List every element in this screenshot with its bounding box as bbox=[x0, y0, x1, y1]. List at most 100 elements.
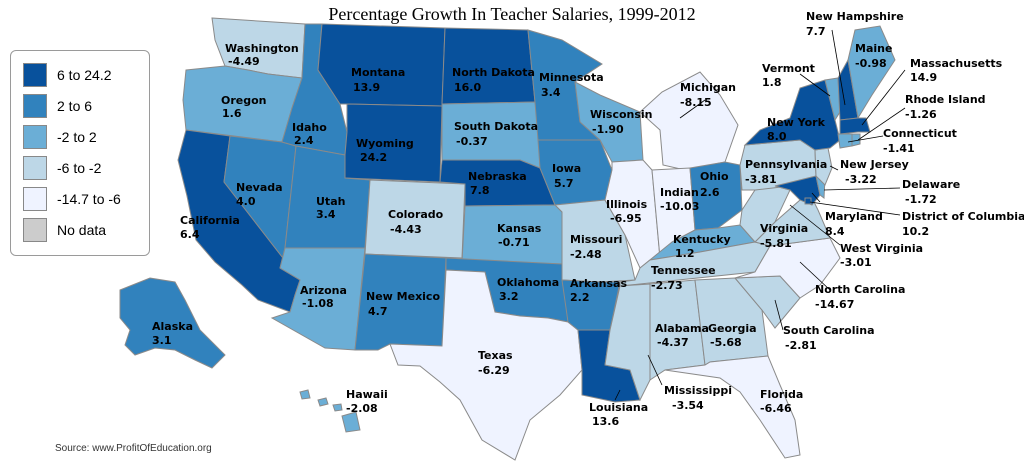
leader-line bbox=[811, 192, 821, 203]
label-georgia-name: Georgia bbox=[708, 322, 757, 335]
label-north-dakota-value: 16.0 bbox=[454, 81, 481, 94]
legend-swatch bbox=[23, 94, 47, 118]
label-mississippi-name: Mississippi bbox=[664, 384, 732, 397]
label-indiana-value: -10.03 bbox=[660, 200, 699, 213]
label-alabama-name: Alabama bbox=[655, 322, 709, 335]
label-hawaii-value: -2.08 bbox=[346, 402, 378, 415]
legend-item: 6 to 24.2 bbox=[23, 63, 112, 87]
hawaii-island-3 bbox=[332, 403, 343, 412]
label-vermont-name: Vermont bbox=[762, 62, 815, 75]
legend-label: No data bbox=[57, 222, 107, 238]
legend-item: No data bbox=[23, 218, 106, 242]
label-utah-name: Utah bbox=[316, 195, 345, 208]
label-rhode-island-name: Rhode Island bbox=[905, 93, 986, 106]
leader-line bbox=[679, 99, 706, 119]
label-tennessee-value: -2.73 bbox=[651, 279, 683, 292]
leader-line bbox=[799, 73, 831, 97]
label-michigan-name: Michigan bbox=[680, 81, 736, 94]
label-alaska-value: 3.1 bbox=[152, 334, 172, 347]
label-california-value: 6.4 bbox=[180, 228, 200, 241]
label-tennessee-name: Tennessee bbox=[651, 264, 716, 277]
state-alaska bbox=[119, 277, 226, 369]
label-illinois-name: Illinois bbox=[606, 198, 648, 211]
legend-label: 6 to 24.2 bbox=[57, 67, 112, 83]
label-georgia-value: -5.68 bbox=[710, 336, 742, 349]
label-ohio-name: Ohio bbox=[700, 170, 729, 183]
state-connecticut bbox=[837, 133, 853, 149]
label-massachusetts-name: Massachusetts bbox=[910, 57, 1003, 70]
label-arkansas-value: 2.2 bbox=[570, 291, 590, 304]
leader-line bbox=[789, 204, 841, 246]
label-arkansas-name: Arkansas bbox=[570, 277, 627, 290]
label-south-carolina-name: South Carolina bbox=[783, 324, 875, 337]
legend-swatch bbox=[23, 63, 47, 87]
hawaii-island-4 bbox=[341, 411, 361, 433]
label-connecticut-name: Connecticut bbox=[883, 127, 957, 140]
leader-line bbox=[799, 261, 831, 291]
label-oklahoma-name: Oklahoma bbox=[497, 276, 559, 289]
label-idaho-name: Idaho bbox=[292, 121, 327, 134]
legend-swatch bbox=[23, 187, 47, 211]
state-montana bbox=[317, 23, 446, 107]
state-rhode-island bbox=[851, 133, 861, 147]
legend-item: -2 to 2 bbox=[23, 125, 97, 149]
label-oregon-value: 1.6 bbox=[222, 107, 242, 120]
label-new-hampshire-value: 7.7 bbox=[806, 25, 826, 38]
legend-label: -14.7 to -6 bbox=[57, 191, 121, 207]
label-washington-name: Washington bbox=[225, 42, 299, 55]
label-connecticut-value: -1.41 bbox=[883, 142, 915, 155]
label-nevada-value: 4.0 bbox=[236, 195, 256, 208]
label-texas-name: Texas bbox=[478, 349, 513, 362]
label-idaho-value: 2.4 bbox=[294, 134, 314, 147]
map-title: Percentage Growth In Teacher Salaries, 1… bbox=[328, 4, 696, 24]
label-arizona-value: -1.08 bbox=[302, 297, 334, 310]
leader-line bbox=[823, 187, 901, 191]
label-minnesota-name: Minnesota bbox=[539, 71, 604, 84]
label-oklahoma-value: 3.2 bbox=[499, 290, 519, 303]
label-delaware-value: -1.72 bbox=[905, 193, 937, 206]
label-kentucky-value: 1.2 bbox=[675, 247, 695, 260]
state-tennessee bbox=[619, 241, 771, 287]
label-arizona-name: Arizona bbox=[300, 284, 347, 297]
label-hawaii-name: Hawaii bbox=[346, 388, 388, 401]
state-dc bbox=[804, 197, 812, 205]
label-nebraska-value: 7.8 bbox=[470, 184, 490, 197]
label-virginia-value: -5.81 bbox=[760, 237, 792, 250]
legend: 6 to 24.2 2 to 6 -2 to 2 -6 to -2 -14.7 … bbox=[10, 50, 150, 256]
label-nebraska-name: Nebraska bbox=[468, 170, 527, 183]
leader-line bbox=[774, 299, 784, 331]
legend-item: -6 to -2 bbox=[23, 156, 101, 180]
label-new-hampshire-name: New Hampshire bbox=[806, 10, 904, 23]
label-wisconsin-value: -1.90 bbox=[592, 123, 624, 136]
label-iowa-name: Iowa bbox=[552, 162, 581, 175]
label-west-virginia-name: West Virginia bbox=[840, 242, 923, 255]
label-new-jersey-value: -3.22 bbox=[845, 173, 877, 186]
label-pennsylvania-value: -3.81 bbox=[745, 173, 777, 186]
leader-line bbox=[857, 107, 906, 141]
label-delaware-name: Delaware bbox=[902, 178, 960, 191]
hawaii-island-1 bbox=[299, 389, 311, 400]
label-washington-value: -4.49 bbox=[228, 55, 260, 68]
label-massachusetts-value: 14.9 bbox=[910, 71, 937, 84]
state-new-york bbox=[743, 79, 841, 151]
label-dc-name: District of Columbia bbox=[902, 210, 1024, 223]
label-pennsylvania-name: Pennsylvania bbox=[745, 158, 827, 171]
label-maryland-name: Maryland bbox=[825, 210, 883, 223]
label-new-york-value: 8.0 bbox=[767, 130, 787, 143]
label-new-mexico-name: New Mexico bbox=[366, 290, 440, 303]
label-montana-value: 13.9 bbox=[353, 81, 380, 94]
label-alaska-name: Alaska bbox=[152, 320, 193, 333]
label-oregon-name: Oregon bbox=[221, 94, 267, 107]
label-dc-value: 10.2 bbox=[902, 225, 929, 238]
label-wisconsin-name: Wisconsin bbox=[590, 108, 653, 121]
state-michigan bbox=[639, 71, 739, 171]
legend-item: -14.7 to -6 bbox=[23, 187, 121, 211]
label-north-carolina-name: North Carolina bbox=[815, 283, 905, 296]
leader-line bbox=[847, 135, 884, 143]
label-colorado-value: -4.43 bbox=[390, 223, 422, 236]
label-utah-value: 3.4 bbox=[316, 208, 336, 221]
leader-line bbox=[809, 201, 901, 216]
state-texas bbox=[389, 269, 583, 461]
